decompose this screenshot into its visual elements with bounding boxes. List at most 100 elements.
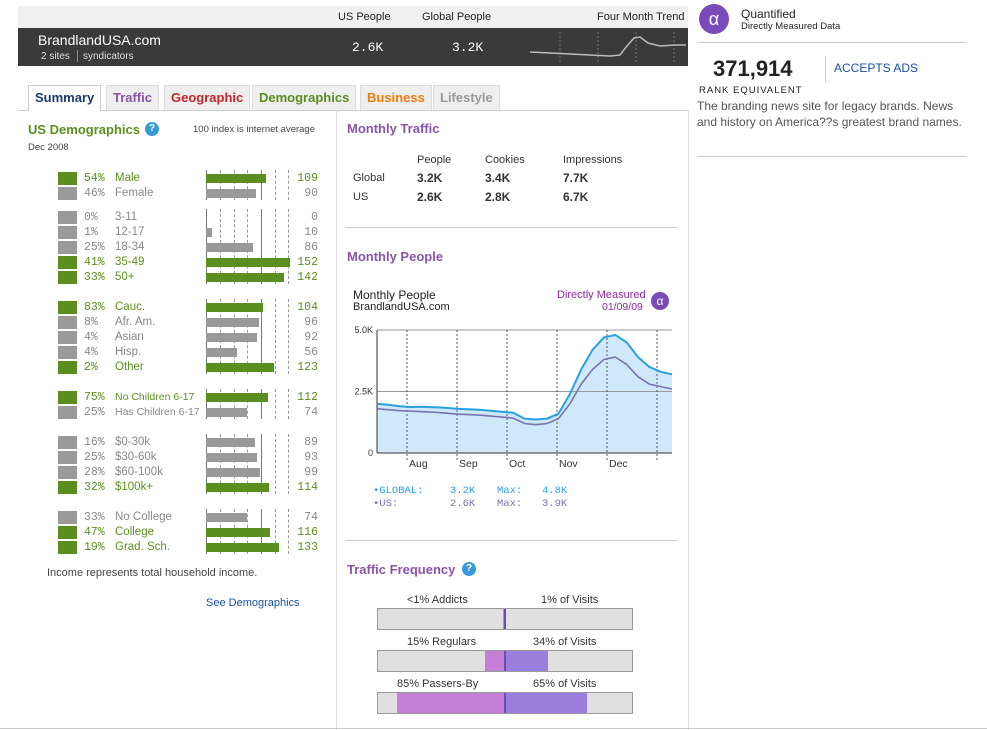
visits-fill [504, 651, 548, 671]
percent-block [58, 256, 77, 269]
index-bar [206, 243, 253, 252]
demographic-row: 47% College 116 [18, 526, 336, 540]
sidebar: α Quantified Directly Measured Data 371,… [697, 0, 987, 730]
percent-value: 41% [84, 256, 105, 269]
demographic-row: 4% Asian 92 [18, 331, 336, 345]
global-people-col-label: Global People [422, 11, 492, 23]
frequency-bar [377, 692, 633, 714]
index-bar [206, 453, 257, 462]
tab-label: Demographics [259, 90, 350, 105]
tab-demographics[interactable]: Demographics [252, 85, 357, 110]
index-scale-line [288, 389, 290, 419]
index-bar [206, 393, 268, 402]
percent-value: 8% [84, 316, 98, 329]
frequency-divider [504, 693, 506, 713]
demographic-row: 25% 18-34 86 [18, 241, 336, 255]
us-people: 2.6K [417, 190, 443, 204]
demographic-row: 41% 35-49 152 [18, 256, 336, 270]
percent-block [58, 172, 77, 185]
tab-summary[interactable]: Summary [28, 85, 102, 111]
frequency-visits-label: 65% of Visits [533, 678, 597, 690]
index-bar [206, 273, 284, 282]
frequency-bar [377, 608, 633, 630]
index-value: 116 [297, 526, 318, 539]
demographic-label: No College [115, 511, 172, 523]
sidebar-divider [697, 156, 967, 157]
index-bar [206, 468, 260, 477]
index-value: 133 [297, 541, 318, 554]
index-scale-line [234, 170, 236, 200]
demographic-label: $100k+ [115, 481, 154, 493]
series-line-global [376, 333, 673, 421]
tab-traffic[interactable]: Traffic [106, 85, 160, 110]
sidebar-divider [697, 42, 967, 43]
demographic-row: 4% Hisp. 56 [18, 346, 336, 360]
global-people-value: 3.2K [452, 40, 484, 55]
index-scale-line [220, 434, 222, 494]
site-name[interactable]: BrandlandUSA.com [38, 32, 161, 48]
index-scale-line [288, 170, 290, 200]
demographic-label: 12-17 [115, 226, 145, 238]
index-scale-line [275, 299, 277, 374]
index-scale-line [275, 434, 277, 494]
directly-measured-label: Directly Measured [557, 289, 646, 301]
legend-global-value: 3.2K [450, 485, 476, 497]
demographic-label: Cauc. [115, 301, 146, 313]
index-scale-line [288, 299, 290, 374]
people-fill [485, 651, 504, 671]
header-columns: US People Global People Four Month Trend [18, 6, 688, 28]
see-demographics-link[interactable]: See Demographics [206, 597, 300, 609]
index-scale-line [275, 170, 277, 200]
percent-value: 25% [84, 451, 105, 464]
people-fill [503, 609, 504, 629]
demographics-date: Dec 2008 [28, 142, 69, 153]
percent-block [58, 226, 77, 239]
monthly-traffic-title: Monthly Traffic [347, 121, 440, 136]
percent-value: 47% [84, 526, 105, 539]
tab-geographic[interactable]: Geographic [164, 85, 251, 110]
site-row[interactable]: BrandlandUSA.com 2 sites syndicators 2.6… [18, 28, 688, 66]
x-tick-label: Aug [409, 458, 428, 470]
footer-line [0, 728, 987, 729]
demographic-label: Afr. Am. [115, 316, 156, 328]
site-description: The branding news site for legacy brands… [697, 99, 962, 129]
quantified-logo-icon: α [699, 4, 729, 34]
col-people: People [417, 154, 452, 166]
demographic-row: 2% Other 123 [18, 361, 336, 375]
demographic-label: 3-11 [115, 211, 138, 223]
index-scale-line [247, 434, 249, 494]
index-value: 74 [304, 406, 318, 419]
demographic-label: No Children 6-17 [115, 391, 195, 403]
frequency-help-icon[interactable]: ? [462, 562, 476, 576]
demographic-row: 1% 12-17 10 [18, 226, 336, 240]
index-value: 109 [297, 172, 318, 185]
index-scale-line [288, 509, 290, 554]
index-scale-line [275, 509, 277, 554]
index-scale-line [247, 389, 249, 419]
tab-lifestyle[interactable]: Lifestyle [433, 85, 500, 110]
x-tick-label: Sep [459, 458, 478, 470]
percent-value: 54% [84, 172, 105, 185]
demographic-label: $0-30k [115, 436, 151, 448]
legend-global-max-label: Max: [497, 485, 523, 497]
us-cookies: 2.8K [485, 190, 511, 204]
tab-business[interactable]: Business [360, 85, 432, 110]
demographic-row: 25% Has Children 6-17 74 [18, 406, 336, 420]
percent-value: 2% [84, 361, 98, 374]
index-scale-line [261, 434, 263, 494]
y-tick-label: 2.5K [354, 387, 373, 397]
demographic-label: Other [115, 361, 144, 373]
demographic-row: 28% $60-100k 99 [18, 466, 336, 480]
series-line-us [376, 356, 673, 426]
index-value: 112 [297, 391, 318, 404]
percent-block [58, 436, 77, 449]
demographic-label: $60-100k [115, 466, 163, 478]
rank-value: 371,914 [713, 56, 793, 81]
demographics-help-icon[interactable]: ? [145, 122, 159, 136]
col-impressions: Impressions [563, 154, 623, 166]
y-tick-label: 5.0K [354, 325, 373, 335]
percent-value: 25% [84, 241, 105, 254]
us-people-col-label: US People [338, 11, 391, 23]
percent-block [58, 271, 77, 284]
monthly-people-title: Monthly People [347, 249, 444, 264]
